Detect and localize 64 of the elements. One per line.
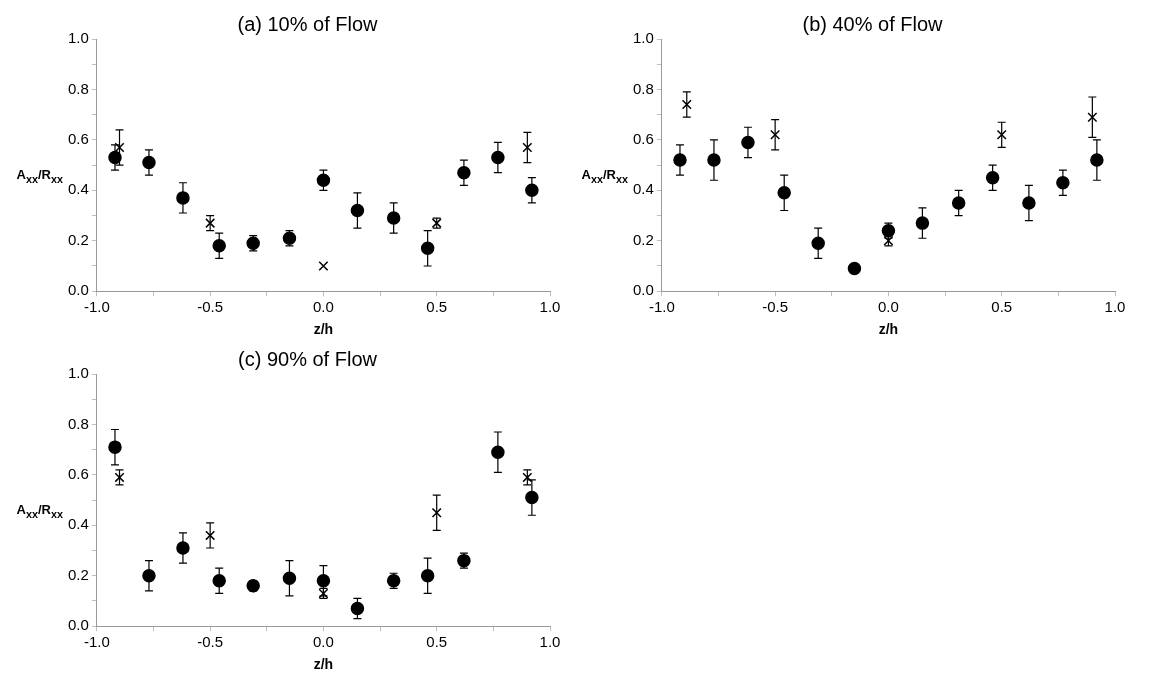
point	[847, 261, 862, 275]
point	[811, 236, 825, 250]
y-tick-label: 0.0	[67, 280, 89, 298]
y-tick-label: 0.2	[67, 230, 89, 248]
y-tick-label: 0.6	[67, 464, 89, 482]
y-tick-label: 0.8	[632, 79, 654, 97]
x-tick-label: -1.0	[83, 632, 110, 650]
point	[522, 141, 533, 152]
chart-title: (a) 10% of Flow	[237, 12, 379, 35]
x-tick-label: 1.0	[539, 632, 561, 650]
y-tick-label: 0.4	[632, 179, 654, 197]
y-tick-label: 0.0	[632, 280, 654, 298]
chart-title: (c) 90% of Flow	[238, 347, 378, 370]
y-tick-label: 0.8	[67, 414, 89, 432]
x-axis-title: z/h	[313, 655, 334, 672]
x-tick-label: -0.5	[197, 632, 224, 650]
point	[114, 471, 125, 482]
x-tick-label: -0.5	[197, 297, 224, 315]
x-axis-title: z/h	[313, 320, 334, 337]
point	[316, 172, 331, 187]
y-tick-label: 1.0	[67, 363, 89, 381]
x-tick-label: 0.5	[426, 297, 448, 315]
point	[350, 601, 365, 615]
y-tick-label: 0.6	[632, 129, 654, 147]
point	[282, 571, 297, 585]
x-tick-label: 1.0	[1104, 297, 1126, 315]
x-tick-label: 0.0	[313, 297, 334, 315]
y-tick-label: 0.2	[67, 565, 89, 583]
y-axis-title: A$_{xx}$/R$_{xx}$	[580, 166, 628, 185]
point	[350, 203, 365, 217]
x-tick-label: 0.5	[991, 297, 1013, 315]
x-tick-label: 0.0	[878, 297, 899, 315]
point	[212, 573, 226, 588]
y-tick-label: 0.0	[67, 615, 89, 633]
x-tick-label: -1.0	[83, 297, 110, 315]
point	[212, 238, 226, 253]
point	[316, 573, 331, 588]
y-axis-title: A$_{xx}$/R$_{xx}$	[15, 501, 63, 520]
point	[205, 529, 216, 540]
chart-title: (b) 40% of Flow	[802, 12, 944, 35]
y-tick-label: 0.4	[67, 179, 89, 197]
y-tick-label: 0.2	[632, 230, 654, 248]
x-tick-label: -1.0	[648, 297, 675, 315]
point	[420, 241, 435, 255]
point	[770, 129, 781, 140]
point	[318, 260, 329, 271]
point	[681, 99, 692, 110]
x-axis-title: z/h	[878, 320, 899, 337]
y-tick-label: 0.8	[67, 79, 89, 97]
point	[114, 141, 125, 152]
point	[522, 471, 533, 482]
point	[1087, 111, 1098, 122]
y-tick-label: 1.0	[632, 28, 654, 46]
y-tick-label: 0.4	[67, 514, 89, 532]
x-tick-label: -0.5	[762, 297, 789, 315]
x-tick-label: 1.0	[539, 297, 561, 315]
point	[431, 507, 442, 518]
y-tick-label: 0.6	[67, 129, 89, 147]
x-tick-label: 0.0	[313, 632, 334, 650]
point	[985, 170, 1000, 184]
x-tick-label: 0.5	[426, 632, 448, 650]
y-axis-title: A$_{xx}$/R$_{xx}$	[15, 166, 63, 185]
point	[996, 129, 1007, 140]
y-tick-label: 1.0	[67, 28, 89, 46]
